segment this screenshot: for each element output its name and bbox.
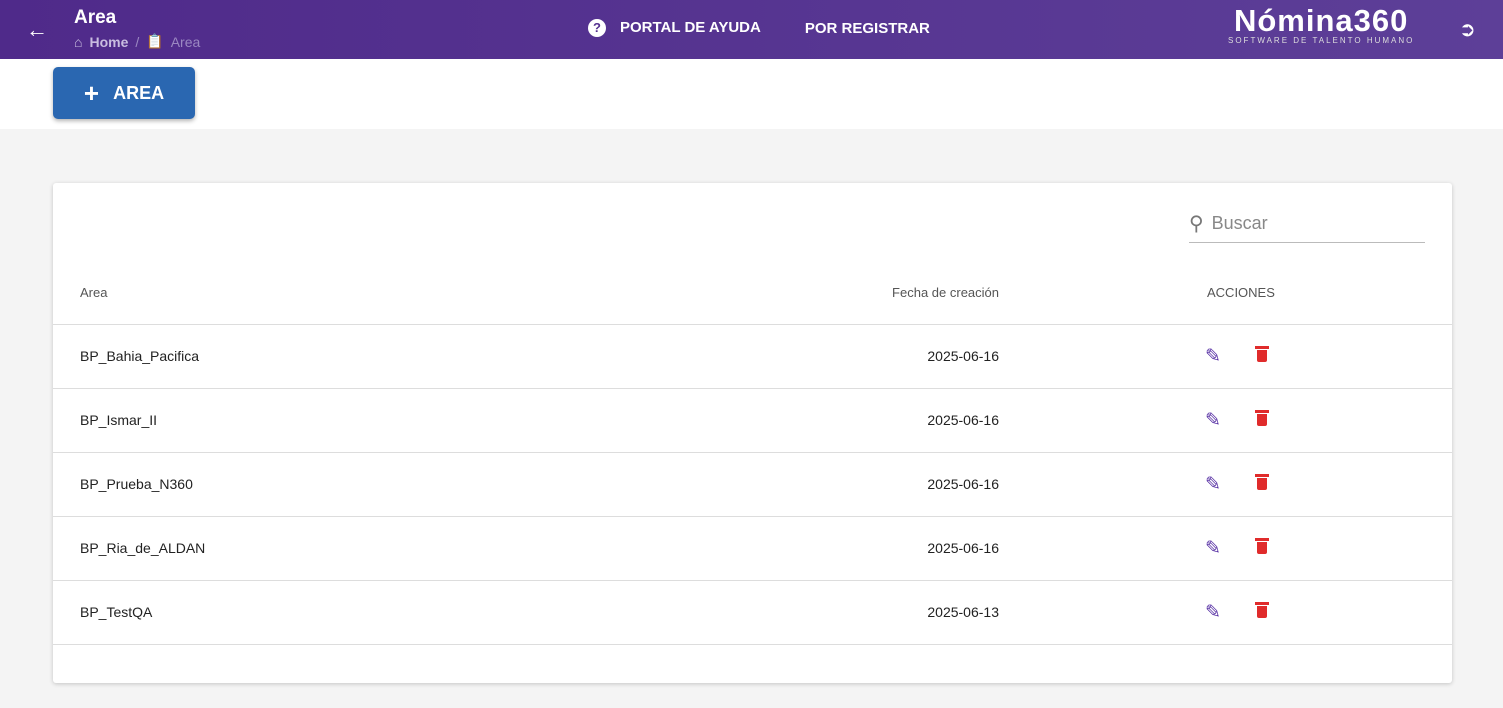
creation-date: 2025-06-16 <box>927 412 999 428</box>
clipboard-icon: 📋 <box>146 33 164 49</box>
nav-help-portal[interactable]: ? PORTAL DE AYUDA <box>588 19 761 37</box>
plus-icon: + <box>83 77 100 108</box>
creation-date: 2025-06-13 <box>927 604 999 620</box>
area-name: BP_Bahia_Pacifica <box>80 348 200 364</box>
edit-pencil-icon[interactable]: ✎ <box>1205 602 1221 623</box>
table-row: BP_Ria_de_ALDAN 2025-06-16 ✎ <box>53 516 1452 580</box>
breadcrumb: ⌂ Home / 📋 Area <box>74 33 200 50</box>
column-acciones: ACCIONES <box>1207 285 1275 300</box>
toolbar: + AREA <box>0 59 1503 129</box>
search-input[interactable] <box>1211 213 1412 234</box>
table-divider <box>53 644 1452 708</box>
creation-date: 2025-06-16 <box>927 348 999 364</box>
nav-label: PORTAL DE AYUDA <box>620 19 761 36</box>
delete-trash-icon[interactable] <box>1255 602 1269 618</box>
top-bar: ← Area ⌂ Home / 📋 Area ? PORTAL DE AYUDA … <box>0 0 1503 59</box>
table-row: BP_TestQA 2025-06-13 ✎ <box>53 580 1452 644</box>
column-area[interactable]: Area <box>80 285 108 300</box>
breadcrumb-separator: / <box>135 33 140 50</box>
logo-name: Nómina360 <box>1233 3 1409 38</box>
edit-pencil-icon[interactable]: ✎ <box>1205 474 1221 495</box>
top-nav: ? PORTAL DE AYUDA POR REGISTRAR <box>588 19 930 37</box>
logo: Nómina360 SOFTWARE DE TALENTO HUMANO <box>1228 3 1414 45</box>
column-fecha[interactable]: Fecha de creación <box>892 285 999 300</box>
table-row: BP_Ismar_II 2025-06-16 ✎ <box>53 388 1452 452</box>
back-arrow-icon[interactable]: ← <box>26 17 48 42</box>
edit-pencil-icon[interactable]: ✎ <box>1205 410 1221 431</box>
add-area-button[interactable]: + AREA <box>53 67 195 119</box>
edit-pencil-icon[interactable]: ✎ <box>1205 346 1221 367</box>
page-title: Area <box>74 7 117 28</box>
creation-date: 2025-06-16 <box>927 476 999 492</box>
home-icon[interactable]: ⌂ <box>74 33 83 50</box>
delete-trash-icon[interactable] <box>1255 474 1269 490</box>
logo-tagline: SOFTWARE DE TALENTO HUMANO <box>1228 36 1415 45</box>
delete-trash-icon[interactable] <box>1255 538 1269 554</box>
table-row: BP_Bahia_Pacifica 2025-06-16 ✎ <box>53 324 1452 388</box>
help-icon: ? <box>588 19 606 37</box>
search-icon: ⚲ <box>1189 213 1204 235</box>
edit-pencil-icon[interactable]: ✎ <box>1205 538 1221 559</box>
search-field: ⚲ <box>1189 205 1425 243</box>
breadcrumb-current: Area <box>170 33 201 50</box>
logout-icon[interactable]: ➲ <box>1459 19 1476 41</box>
table-row: BP_Prueba_N360 2025-06-16 ✎ <box>53 452 1452 516</box>
area-table-card: ⚲ Area Fecha de creación ACCIONES BP_Bah… <box>53 183 1452 683</box>
area-name: BP_TestQA <box>80 604 153 620</box>
delete-trash-icon[interactable] <box>1255 346 1269 362</box>
nav-pending[interactable]: POR REGISTRAR <box>804 19 930 37</box>
area-name: BP_Ria_de_ALDAN <box>80 540 206 556</box>
add-area-label: AREA <box>113 82 165 103</box>
area-name: BP_Prueba_N360 <box>80 476 193 492</box>
breadcrumb-home[interactable]: Home <box>89 33 129 50</box>
delete-trash-icon[interactable] <box>1255 410 1269 426</box>
creation-date: 2025-06-16 <box>927 540 999 556</box>
area-name: BP_Ismar_II <box>80 412 158 428</box>
